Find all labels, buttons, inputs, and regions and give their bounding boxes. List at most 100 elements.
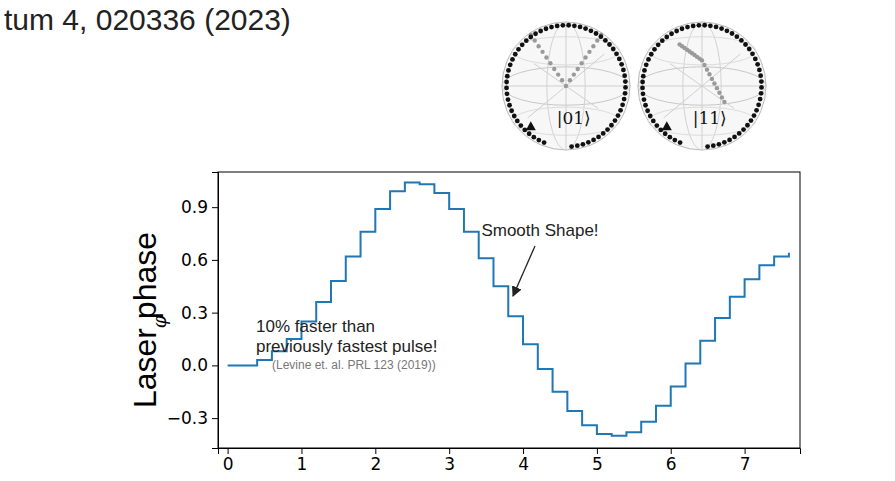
trajectory-dot [569, 144, 574, 149]
trajectory-dot [755, 62, 760, 67]
trajectory-dot [583, 55, 587, 59]
trajectory-dot [711, 143, 716, 148]
trajectory-dot [715, 86, 719, 90]
trajectory-dot [533, 38, 537, 42]
trajectory-dot [753, 57, 758, 62]
trajectory-dot [507, 103, 512, 108]
trajectory-dot [707, 72, 711, 76]
trajectory-dot [714, 25, 719, 30]
trajectory-dot [730, 31, 735, 36]
trajectory-dot [564, 84, 568, 88]
bloch-sphere: |11⟩ [638, 22, 766, 150]
trajectory-dot [607, 42, 612, 47]
x-tick-label: 3 [444, 454, 455, 474]
trajectory-dot [705, 144, 710, 149]
trajectory-dot [712, 81, 716, 85]
x-tick-label: 4 [518, 454, 529, 474]
trajectory-dot [506, 68, 511, 73]
trajectory-dot [749, 118, 754, 123]
trajectory-dot [654, 123, 659, 128]
y-tick-label: 0.9 [181, 197, 208, 217]
y-tick-mark [212, 365, 218, 366]
trajectory-dot [705, 67, 709, 71]
y-tick: 0.6 [181, 250, 218, 270]
trajectory-dot [575, 143, 580, 148]
trajectory-dot [594, 31, 599, 36]
annotation: 10% faster than [256, 317, 375, 336]
trajectory-dot [734, 34, 739, 39]
trajectory-dot [691, 23, 696, 28]
trajectory-dot [642, 97, 647, 102]
trajectory-dot [598, 34, 603, 39]
trajectory-dot [524, 38, 529, 43]
trajectory-dot [646, 57, 651, 62]
y-tick: 0.0 [181, 355, 218, 375]
trajectory-dot [596, 135, 601, 140]
trajectory-dot [510, 57, 515, 62]
trajectory-dot [757, 68, 762, 73]
trajectory-dot [621, 68, 626, 73]
inset-label: |01⟩ [557, 108, 591, 128]
trajectory-dot [669, 31, 674, 36]
trajectory-dot [591, 44, 595, 48]
trajectory-dot [603, 38, 608, 43]
trajectory-dot [548, 61, 552, 65]
chart: tum 4, 020336 (2023)|01⟩|11⟩01234567−0.3… [0, 0, 895, 481]
trajectory-dot [578, 25, 583, 30]
trajectory-dot [560, 78, 564, 82]
side-label: Laser phase [127, 232, 163, 408]
trajectory-dot [613, 118, 618, 123]
trajectory-dot [518, 123, 523, 128]
trajectory-dot [536, 44, 540, 48]
trajectory-dot [710, 77, 714, 81]
trajectory-dot [739, 38, 744, 43]
trajectory-dot [758, 73, 763, 78]
y-tick-mark [212, 418, 218, 419]
trajectory-dot [531, 135, 536, 140]
trajectory-dot [702, 63, 706, 67]
trajectory-dot [656, 42, 661, 47]
trajectory-dot [560, 23, 565, 28]
trajectory-dot [722, 140, 727, 145]
bloch-sphere: |01⟩ [502, 22, 630, 150]
trajectory-dot [758, 97, 763, 102]
trajectory-dot [645, 108, 650, 113]
x-tick-label: 0 [223, 454, 234, 474]
trajectory-dot [747, 47, 752, 52]
sphere-outline [638, 22, 766, 150]
y-tick: −0.3 [167, 408, 218, 428]
trajectory-dot [759, 85, 764, 90]
y-axis-line [212, 173, 219, 449]
trajectory-dot [708, 23, 713, 28]
trajectory-dot [512, 114, 517, 119]
trajectory-dot [579, 61, 583, 65]
trajectory-dot [581, 142, 586, 147]
trajectory-dot [623, 85, 628, 90]
trajectory-dot [643, 103, 648, 108]
x-tick: 6 [666, 448, 677, 474]
x-tick-label: 7 [740, 454, 751, 474]
y-tick-label: 0.6 [181, 250, 208, 270]
trajectory-dot [509, 108, 514, 113]
trajectory-dot [527, 131, 532, 136]
annotation: previously fastest pulse! [256, 337, 437, 356]
trajectory-dot [508, 62, 513, 67]
trajectory-dot [752, 113, 757, 118]
y-tick: 0.3 [181, 303, 218, 323]
trajectory-dot [737, 131, 742, 136]
y-tick-label: 0.0 [181, 355, 208, 375]
phase-line [228, 183, 789, 436]
trajectory-dot [542, 140, 547, 145]
trajectory-dot [536, 138, 541, 143]
trajectory-dot [505, 91, 510, 96]
trajectory-dot [648, 114, 653, 119]
trajectory-arrow [526, 121, 536, 130]
y-tick-mark [212, 207, 218, 208]
trajectory-dot [732, 135, 737, 140]
trajectory-dot [622, 97, 627, 102]
trajectory-dot [555, 23, 560, 28]
trajectory-dot [504, 86, 509, 91]
trajectory-dot [674, 29, 679, 34]
trajectory-dot [719, 26, 724, 31]
trajectory-dot [605, 127, 610, 132]
